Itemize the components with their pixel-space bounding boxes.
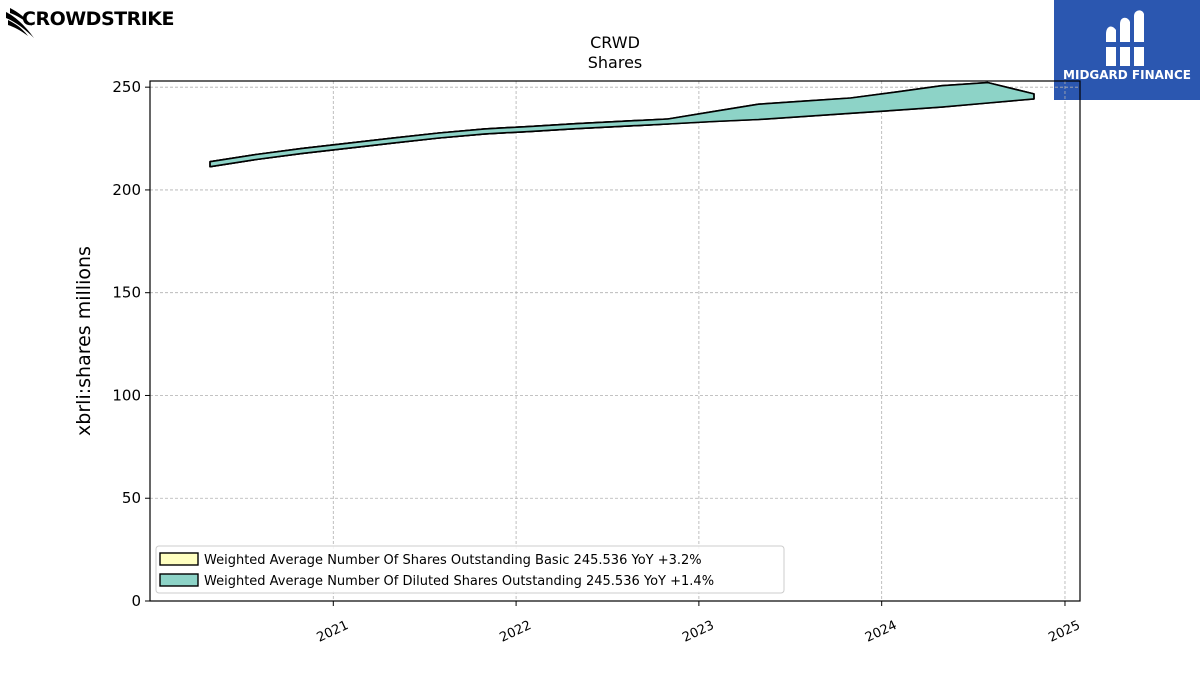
x-tick-label: 2024 (863, 618, 899, 646)
x-tick-label: 2022 (497, 618, 533, 646)
y-tick-label: 250 (112, 78, 141, 96)
y-tick-label: 0 (131, 592, 141, 610)
chart-title: CRWD (590, 33, 640, 52)
y-tick-label: 100 (112, 386, 141, 404)
y-tick-label: 150 (112, 284, 141, 302)
crowdstrike-logo-text: CROWDSTRIKE (22, 8, 175, 30)
legend-swatch-1 (159, 552, 199, 566)
y-axis-label: xbrli:shares millions (73, 246, 95, 436)
x-tick-label: 2023 (680, 618, 716, 646)
legend-label-1: Weighted Average Number Of Shares Outsta… (204, 553, 702, 568)
plot-frame (149, 80, 1081, 602)
x-tick-label: 2021 (315, 618, 351, 646)
falcon-icon (6, 8, 34, 38)
midgard-mark-icon (1102, 10, 1152, 66)
midgard-finance-logo-text: MIDGARD FINANCE (1063, 68, 1191, 82)
series-area-2 (209, 81, 1035, 168)
y-tick-label: 50 (122, 489, 141, 507)
y-tick-label: 200 (112, 181, 141, 199)
chart-subtitle: Shares (587, 53, 643, 72)
legend-label-2: Weighted Average Number Of Diluted Share… (204, 574, 714, 589)
crowdstrike-logo: CROWDSTRIKE (4, 4, 204, 40)
x-tick-label: 2025 (1046, 618, 1082, 646)
midgard-finance-logo: MIDGARD FINANCE (1054, 0, 1200, 100)
legend-swatch-2 (159, 573, 199, 587)
legend-box (155, 545, 785, 594)
